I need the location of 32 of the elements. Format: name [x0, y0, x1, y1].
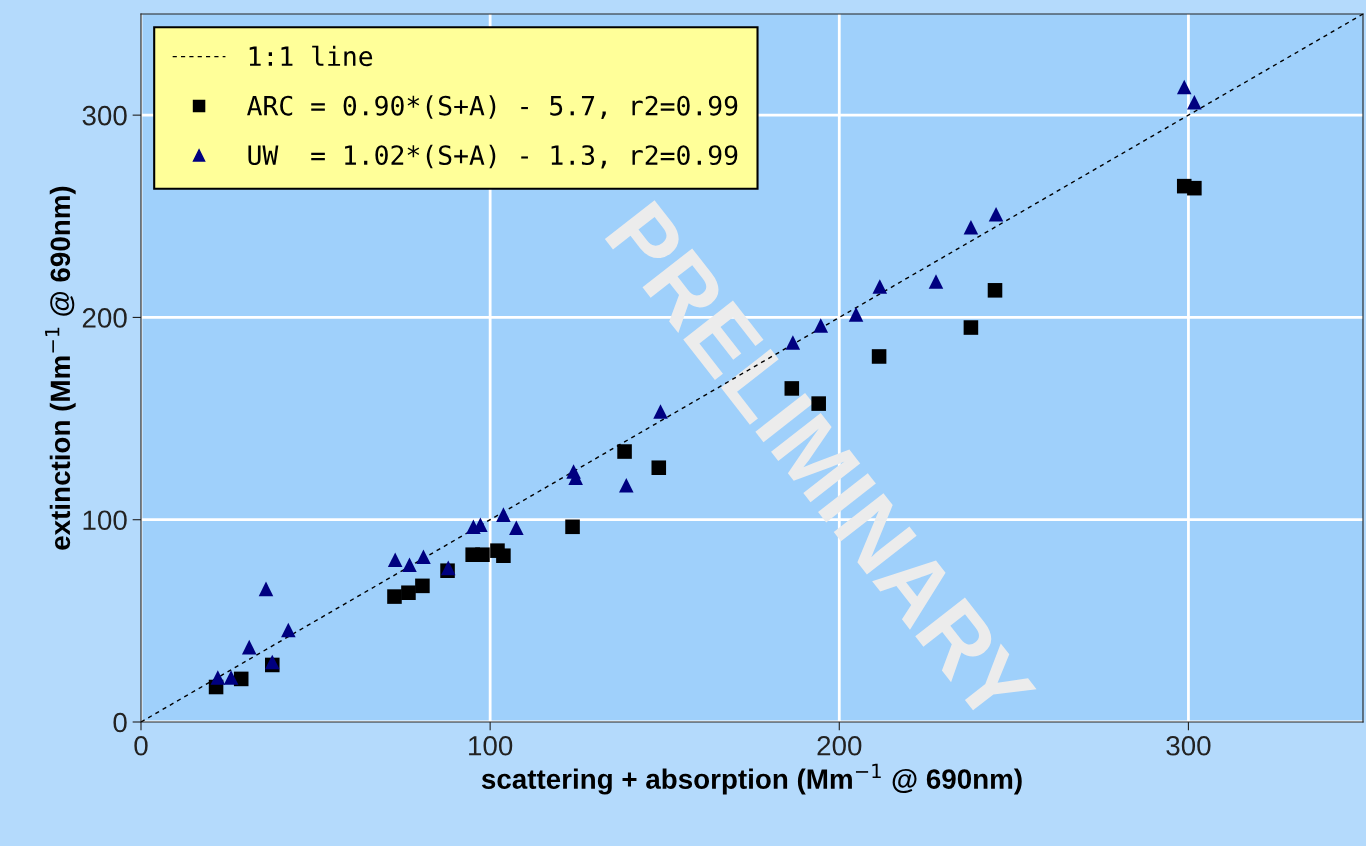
point	[402, 557, 417, 573]
legend-label: ARC = 0.90*(S+A) - 5.7, r2=0.99	[247, 95, 738, 119]
y-tick-label: 300	[82, 105, 127, 126]
legend-label: UW = 1.02*(S+A) - 1.3, r2=0.99	[248, 144, 738, 169]
x-tick-label: 100	[469, 735, 513, 756]
point	[416, 549, 431, 565]
point	[401, 585, 416, 601]
legend-label: 1:1 line	[249, 45, 373, 67]
point	[223, 670, 239, 685]
y-axis-title: extinction (Mm$^{−1}$ @ 690nm)	[45, 186, 76, 550]
point	[387, 589, 402, 604]
point	[565, 519, 580, 535]
point	[258, 581, 274, 597]
point	[387, 552, 403, 568]
x-axis-title: scattering + absorption (Mm$^{−1}$ @ 690nm)	[481, 763, 1022, 795]
point	[475, 547, 490, 562]
point	[281, 622, 296, 638]
point	[415, 578, 430, 594]
y-tick-label: 200	[82, 308, 127, 328]
x-tick-label: 200	[817, 735, 862, 756]
point	[496, 548, 511, 563]
y-tick-label: 0	[113, 712, 127, 733]
point	[210, 670, 226, 685]
point	[1176, 79, 1192, 95]
x-tick-label: 0	[134, 735, 148, 756]
point	[496, 507, 511, 522]
x-tick-label: 300	[1166, 735, 1211, 756]
point	[1187, 180, 1202, 196]
point	[509, 520, 524, 536]
point	[241, 639, 257, 655]
point	[1187, 94, 1202, 110]
y-tick-label: 100	[83, 510, 127, 531]
